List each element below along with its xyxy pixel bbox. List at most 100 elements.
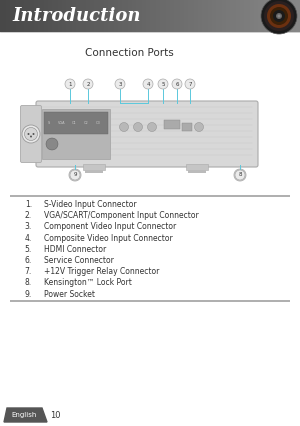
Text: C2: C2 xyxy=(84,121,89,125)
Bar xyxy=(252,0,254,32)
Text: 6: 6 xyxy=(175,81,179,86)
Bar xyxy=(150,0,152,32)
Bar xyxy=(230,0,232,32)
Bar xyxy=(270,0,272,32)
Bar xyxy=(204,0,206,32)
Text: 8.: 8. xyxy=(25,279,32,288)
Bar xyxy=(210,0,212,32)
Bar xyxy=(174,0,176,32)
Bar xyxy=(44,0,46,32)
Bar xyxy=(85,170,103,173)
Bar xyxy=(142,0,145,32)
Text: 4.: 4. xyxy=(25,233,32,242)
Bar xyxy=(10,300,290,302)
Bar xyxy=(286,0,289,32)
Text: Power Socket: Power Socket xyxy=(44,290,95,299)
Bar xyxy=(84,0,86,32)
Bar xyxy=(290,0,292,32)
Circle shape xyxy=(276,13,282,19)
Text: 2: 2 xyxy=(86,81,90,86)
Text: 1: 1 xyxy=(68,81,72,86)
Bar xyxy=(236,0,239,32)
Bar xyxy=(124,0,127,32)
Bar xyxy=(212,0,214,32)
Circle shape xyxy=(46,138,58,150)
Text: 5: 5 xyxy=(161,81,165,86)
Text: 6.: 6. xyxy=(25,256,32,265)
Bar xyxy=(266,0,268,32)
Circle shape xyxy=(261,0,297,34)
Bar xyxy=(136,0,139,32)
Bar xyxy=(238,0,241,32)
Bar xyxy=(28,0,31,32)
Bar xyxy=(56,0,58,32)
Bar xyxy=(32,0,34,32)
Text: 3.: 3. xyxy=(25,222,32,231)
Bar xyxy=(282,0,284,32)
Text: C3: C3 xyxy=(96,121,101,125)
Bar xyxy=(74,0,76,32)
Bar xyxy=(202,0,205,32)
Bar xyxy=(186,164,208,170)
Bar xyxy=(248,0,250,32)
Bar xyxy=(288,0,290,32)
Bar xyxy=(46,0,49,32)
Bar xyxy=(296,0,298,32)
Bar xyxy=(108,0,110,32)
Bar xyxy=(98,0,101,32)
Text: Service Connector: Service Connector xyxy=(44,256,114,265)
Bar xyxy=(34,0,37,32)
Bar xyxy=(256,0,259,32)
Bar xyxy=(144,0,146,32)
Bar xyxy=(58,0,61,32)
Text: HDMI Connector: HDMI Connector xyxy=(44,245,106,254)
FancyBboxPatch shape xyxy=(36,101,258,167)
Bar xyxy=(70,0,73,32)
Bar xyxy=(140,0,142,32)
Bar xyxy=(130,0,133,32)
Bar xyxy=(198,0,200,32)
Text: 5.: 5. xyxy=(25,245,32,254)
Bar xyxy=(138,0,140,32)
Circle shape xyxy=(234,169,246,181)
Bar xyxy=(30,0,32,32)
Bar xyxy=(222,0,224,32)
Circle shape xyxy=(235,170,245,180)
Text: 3: 3 xyxy=(118,81,122,86)
Bar xyxy=(83,164,105,170)
Bar xyxy=(116,0,119,32)
Bar xyxy=(188,0,190,32)
Bar xyxy=(146,0,148,32)
Bar xyxy=(148,0,151,32)
Bar xyxy=(120,0,122,32)
Bar xyxy=(188,170,206,173)
Bar xyxy=(186,0,188,32)
Bar xyxy=(194,0,196,32)
Bar xyxy=(12,0,14,32)
Circle shape xyxy=(65,79,75,89)
Circle shape xyxy=(71,171,79,179)
Circle shape xyxy=(28,133,29,135)
Text: +12V Trigger Relay Connector: +12V Trigger Relay Connector xyxy=(44,267,159,276)
Bar xyxy=(218,0,220,32)
Bar xyxy=(86,0,88,32)
Circle shape xyxy=(185,79,195,89)
Bar xyxy=(4,0,7,32)
Bar xyxy=(156,0,158,32)
Bar xyxy=(254,0,256,32)
Bar xyxy=(102,0,104,32)
Circle shape xyxy=(273,10,285,22)
Bar xyxy=(242,0,244,32)
Bar xyxy=(62,0,64,32)
Bar xyxy=(196,0,199,32)
Bar xyxy=(164,120,180,129)
Circle shape xyxy=(143,79,153,89)
Text: Introduction: Introduction xyxy=(12,7,140,25)
Circle shape xyxy=(270,7,288,25)
Bar xyxy=(244,0,247,32)
Bar xyxy=(114,0,116,32)
FancyBboxPatch shape xyxy=(20,106,41,162)
Bar xyxy=(14,0,16,32)
Text: 7.: 7. xyxy=(25,267,32,276)
Bar xyxy=(278,0,280,32)
